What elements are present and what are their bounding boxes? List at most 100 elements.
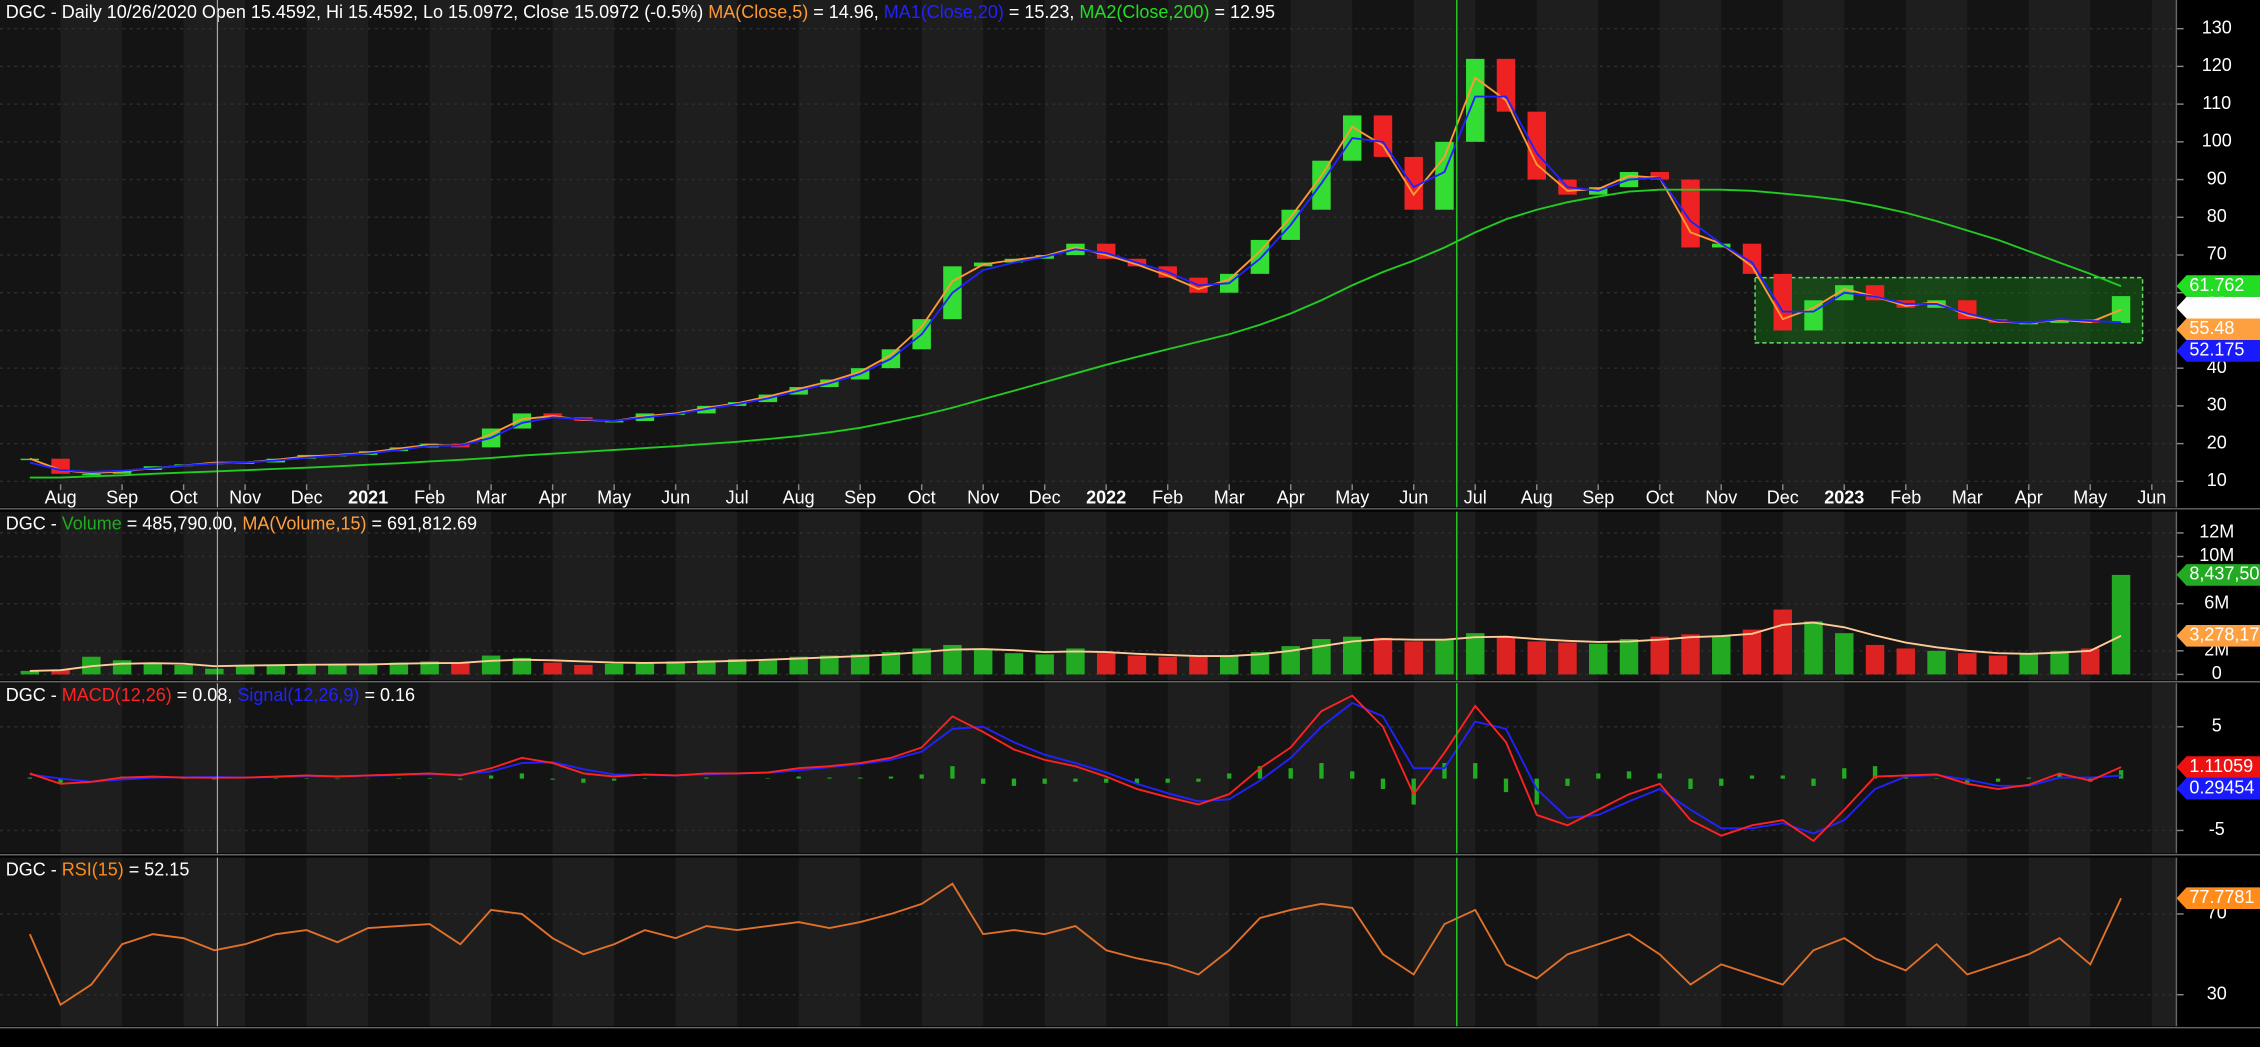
x-tick-label: Apr	[2015, 487, 2043, 507]
histogram-bar	[919, 774, 924, 779]
volume-bar	[1096, 653, 1116, 675]
candle	[82, 473, 101, 476]
value-label: 77.7781	[2189, 887, 2254, 907]
x-tick-label: Oct	[170, 487, 198, 507]
volume-bar	[604, 663, 624, 675]
month-band	[1905, 683, 1968, 854]
month-band	[2028, 683, 2091, 854]
volume-bar	[143, 663, 163, 675]
histogram-bar	[1780, 775, 1785, 779]
histogram-bar	[488, 775, 494, 779]
x-tick-label: Apr	[1277, 487, 1305, 507]
candle	[1373, 115, 1393, 157]
volume-bar	[943, 644, 962, 675]
y-tick-label: -5	[2209, 819, 2225, 839]
histogram-bar	[1165, 778, 1170, 783]
header-segment: = 14.96,	[808, 2, 884, 22]
x-tick-label: Jun	[2137, 487, 2166, 507]
volume-bar	[758, 659, 778, 675]
month-band	[675, 511, 738, 681]
x-tick-label: Dec	[1767, 487, 1799, 507]
value-label-box	[2176, 624, 2260, 647]
axis-background	[2176, 0, 2260, 508]
value-label: 59.1	[2189, 296, 2224, 316]
header-segment: = 485,790.00,	[122, 513, 243, 533]
histogram-bar	[27, 777, 32, 779]
series-line	[29, 621, 2122, 672]
header-segment: MA2(Close,200)	[1079, 2, 1209, 22]
panel-header: DGC - RSI(15) = 52.15	[6, 859, 190, 879]
month-band	[2028, 857, 2091, 1027]
header-segment: = 691,812.69	[366, 513, 477, 533]
volume-bar	[1035, 654, 1054, 675]
value-label-box	[2176, 318, 2260, 341]
value-label: 1.11059	[2189, 756, 2253, 776]
volume-bar	[20, 670, 40, 675]
x-tick-label: Aug	[1521, 487, 1553, 507]
x-tick-label: 2021	[348, 487, 388, 507]
volume-bar	[1712, 635, 1731, 675]
month-band	[552, 511, 615, 681]
volume-bar	[266, 664, 286, 675]
month-band	[2151, 511, 2177, 681]
month-band	[183, 683, 246, 854]
header-segment: Volume	[62, 513, 122, 533]
histogram-bar	[796, 776, 801, 779]
header-segment: RSI(15)	[62, 859, 124, 879]
histogram-bar	[335, 778, 340, 780]
volume-bar	[389, 662, 409, 675]
x-tick-label: Jun	[661, 487, 690, 507]
histogram-bar	[1934, 778, 1939, 779]
histogram-bar	[427, 778, 432, 779]
month-band	[1536, 683, 1599, 854]
month-band	[2151, 683, 2177, 854]
volume-bar	[1466, 633, 1485, 675]
histogram-bar	[1565, 778, 1570, 786]
histogram-bar	[212, 778, 217, 780]
histogram-bar	[1534, 778, 1539, 805]
volume-bar	[789, 656, 808, 675]
header-segment: DGC -	[6, 859, 62, 879]
volume-bar	[358, 663, 378, 675]
x-tick-label: Sep	[106, 487, 138, 507]
panel-header: DGC - Volume = 485,790.00, MA(Volume,15)…	[6, 513, 477, 533]
histogram-bar	[1073, 778, 1078, 782]
histogram-bar	[827, 777, 832, 779]
x-tick-label: Oct	[1646, 487, 1674, 507]
x-tick-label: Jul	[1464, 487, 1487, 507]
month-band	[306, 511, 369, 681]
value-label-box	[2176, 777, 2260, 800]
volume-bar	[51, 669, 70, 675]
candle	[1527, 111, 1546, 180]
histogram-bar	[396, 778, 402, 779]
histogram-bar	[611, 778, 617, 781]
histogram-bar	[2118, 770, 2124, 779]
month-band	[429, 683, 492, 854]
volume-bar	[1004, 653, 1024, 675]
month-band	[429, 511, 492, 681]
volume-bar	[2019, 653, 2039, 675]
candle	[2111, 296, 2131, 323]
x-tick-label: May	[597, 487, 631, 507]
header-segment: MA1(Close,20)	[884, 2, 1004, 22]
series-line	[29, 95, 2122, 473]
month-band	[552, 683, 615, 854]
x-tick-label: Nov	[967, 487, 999, 507]
volume-bar	[1373, 637, 1393, 675]
month-band	[798, 0, 861, 508]
histogram-bar	[1042, 778, 1047, 784]
histogram-bar	[1134, 778, 1140, 784]
month-band	[2151, 857, 2177, 1027]
volume-bar	[205, 668, 224, 675]
month-band	[1167, 0, 1230, 508]
volume-bar	[1835, 633, 1854, 675]
volume-bar	[881, 652, 901, 675]
y-tick-label: 30	[2207, 395, 2227, 415]
volume-bar	[1958, 653, 1977, 675]
volume-bar	[420, 661, 439, 675]
header-segment: = 52.15	[124, 859, 190, 879]
histogram-bar	[2026, 777, 2031, 779]
value-label-box	[2176, 296, 2260, 319]
histogram-bar	[1626, 771, 1632, 779]
candle	[1404, 156, 1423, 210]
